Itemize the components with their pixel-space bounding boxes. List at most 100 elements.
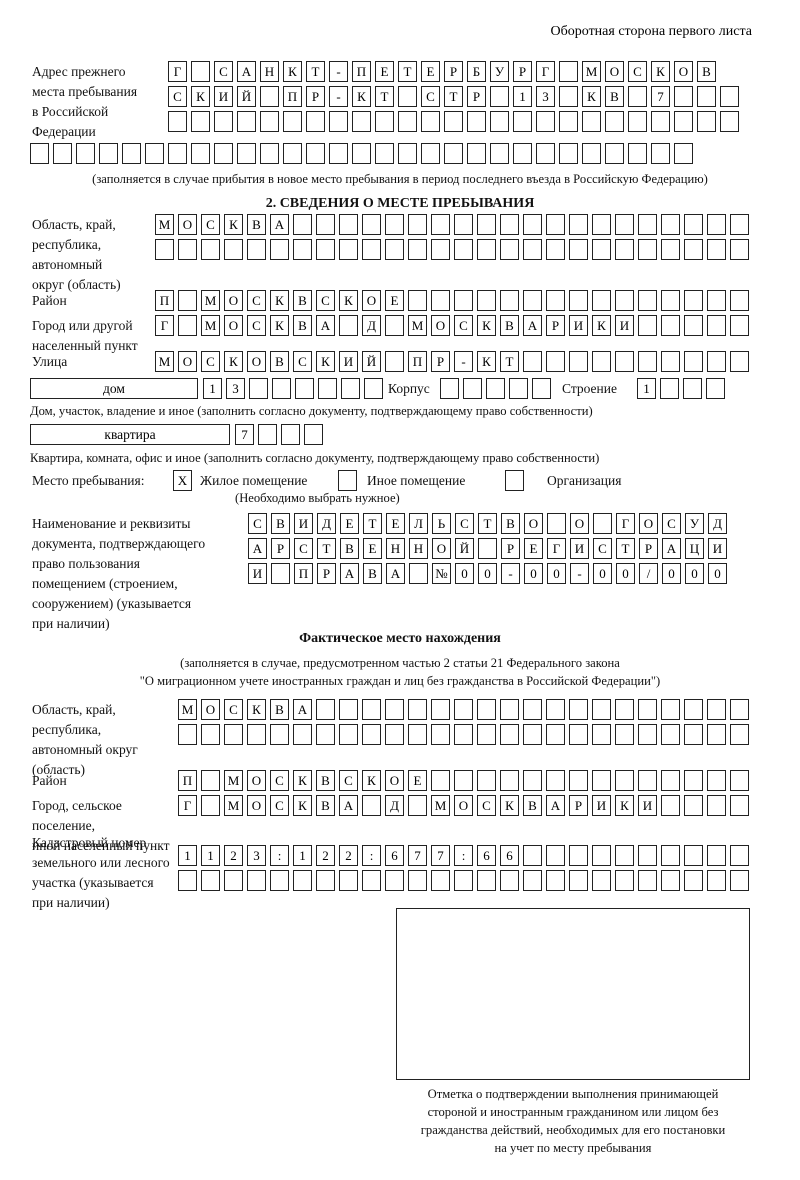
cadastre-r2-cell-3[interactable]: [224, 870, 243, 891]
prev-address-r3-cell-7[interactable]: [306, 111, 325, 132]
prev-address-row-4[interactable]: [30, 143, 693, 164]
document-r3-cell-4[interactable]: Р: [317, 563, 336, 584]
prev-address-r4-cell-19[interactable]: [444, 143, 463, 164]
section2-district-cell-22[interactable]: [638, 290, 657, 311]
cadastre-r1-cell-5[interactable]: :: [270, 845, 289, 866]
cadastre-r2-cell-12[interactable]: [431, 870, 450, 891]
actual-city-cell-21[interactable]: И: [638, 795, 657, 816]
cadastre-r2-cell-17[interactable]: [546, 870, 565, 891]
korpus-cell-3[interactable]: [486, 378, 505, 399]
section2-city-cell-8[interactable]: А: [316, 315, 335, 336]
section2-district-cell-25[interactable]: [707, 290, 726, 311]
section2-district-cell-21[interactable]: [615, 290, 634, 311]
cadastre-r2-cell-16[interactable]: [523, 870, 542, 891]
prev-address-r2-cell-24[interactable]: [697, 86, 716, 107]
cadastre-r1-cell-2[interactable]: 1: [201, 845, 220, 866]
stay-place-checkbox-residential[interactable]: X: [173, 470, 192, 491]
actual-region-r1-cell-12[interactable]: [431, 699, 450, 720]
actual-region-r2-cell-8[interactable]: [339, 724, 358, 745]
section2-region-r2-cell-11[interactable]: [385, 239, 404, 260]
actual-district-cell-3[interactable]: М: [224, 770, 243, 791]
cadastre-r1-cell-13[interactable]: :: [454, 845, 473, 866]
actual-region-r2-cell-21[interactable]: [638, 724, 657, 745]
prev-address-r3-cell-16[interactable]: [513, 111, 532, 132]
section2-city-cell-7[interactable]: В: [293, 315, 312, 336]
actual-region-r2-cell-3[interactable]: [224, 724, 243, 745]
section2-district-cell-11[interactable]: Е: [385, 290, 404, 311]
korpus-cell-5[interactable]: [532, 378, 551, 399]
prev-address-r2-cell-11[interactable]: [398, 86, 417, 107]
section2-region-r2-cell-16[interactable]: [500, 239, 519, 260]
house-cell-3[interactable]: [249, 378, 268, 399]
section2-city-cell-1[interactable]: Г: [155, 315, 174, 336]
prev-address-r3-cell-25[interactable]: [720, 111, 739, 132]
actual-region-r2-cell-1[interactable]: [178, 724, 197, 745]
document-r3-cell-12[interactable]: -: [501, 563, 520, 584]
prev-address-r4-cell-4[interactable]: [99, 143, 118, 164]
actual-region-r1-cell-25[interactable]: [730, 699, 749, 720]
prev-address-r1-cell-5[interactable]: Н: [260, 61, 279, 82]
document-r3-cell-10[interactable]: 0: [455, 563, 474, 584]
prev-address-r1-cell-11[interactable]: Т: [398, 61, 417, 82]
actual-district-cell-17[interactable]: [546, 770, 565, 791]
document-r2-cell-11[interactable]: [478, 538, 497, 559]
section2-street-cell-1[interactable]: М: [155, 351, 174, 372]
section2-region-r1-cell-2[interactable]: О: [178, 214, 197, 235]
section2-street-cell-15[interactable]: К: [477, 351, 496, 372]
document-r1-cell-19[interactable]: С: [662, 513, 681, 534]
section2-region-r1-cell-9[interactable]: [339, 214, 358, 235]
prev-address-r1-cell-23[interactable]: О: [674, 61, 693, 82]
document-r1-cell-7[interactable]: Е: [386, 513, 405, 534]
prev-address-r3-cell-20[interactable]: [605, 111, 624, 132]
prev-address-r3-cell-4[interactable]: [237, 111, 256, 132]
cadastre-r2-cell-20[interactable]: [615, 870, 634, 891]
actual-district-cell-10[interactable]: О: [385, 770, 404, 791]
flat-cell-2[interactable]: [258, 424, 277, 445]
actual-region-r2-cell-24[interactable]: [707, 724, 726, 745]
document-r3-cell-3[interactable]: П: [294, 563, 313, 584]
actual-region-r2-cell-15[interactable]: [500, 724, 519, 745]
prev-address-r4-cell-2[interactable]: [53, 143, 72, 164]
document-r1-cell-8[interactable]: Л: [409, 513, 428, 534]
section2-street-cell-9[interactable]: И: [339, 351, 358, 372]
section2-city-cell-26[interactable]: [730, 315, 749, 336]
section2-region-r1-cell-5[interactable]: В: [247, 214, 266, 235]
cadastre-r2-cell-22[interactable]: [661, 870, 680, 891]
prev-address-r4-cell-13[interactable]: [306, 143, 325, 164]
prev-address-r1-cell-7[interactable]: Т: [306, 61, 325, 82]
actual-district-cell-22[interactable]: [661, 770, 680, 791]
section2-region-r2-cell-25[interactable]: [707, 239, 726, 260]
prev-address-r2-cell-15[interactable]: [490, 86, 509, 107]
cadastre-r1-cell-18[interactable]: [569, 845, 588, 866]
korpus-cell-2[interactable]: [463, 378, 482, 399]
document-r1-cell-18[interactable]: О: [639, 513, 658, 534]
section2-region-r1-cell-8[interactable]: [316, 214, 335, 235]
prev-address-r3-cell-10[interactable]: [375, 111, 394, 132]
prev-address-r1-cell-15[interactable]: У: [490, 61, 509, 82]
document-r2-cell-5[interactable]: В: [340, 538, 359, 559]
section2-region-r1-cell-14[interactable]: [454, 214, 473, 235]
prev-address-r2-cell-1[interactable]: С: [168, 86, 187, 107]
actual-region-r2-cell-11[interactable]: [408, 724, 427, 745]
actual-district-cell-15[interactable]: [500, 770, 519, 791]
section2-region-r2-cell-4[interactable]: [224, 239, 243, 260]
prev-address-r3-cell-6[interactable]: [283, 111, 302, 132]
prev-address-r4-cell-10[interactable]: [237, 143, 256, 164]
prev-address-r1-cell-2[interactable]: [191, 61, 210, 82]
cadastre-r1-cell-8[interactable]: 2: [339, 845, 358, 866]
section2-street-cell-6[interactable]: В: [270, 351, 289, 372]
prev-address-r2-cell-7[interactable]: Р: [306, 86, 325, 107]
actual-district-cell-1[interactable]: П: [178, 770, 197, 791]
section2-district-cell-14[interactable]: [454, 290, 473, 311]
section2-region-r1-cell-3[interactable]: С: [201, 214, 220, 235]
section2-region-r2-cell-1[interactable]: [155, 239, 174, 260]
section2-region-r1-cell-21[interactable]: [615, 214, 634, 235]
section2-street-cell-13[interactable]: Р: [431, 351, 450, 372]
cadastre-r2-cell-1[interactable]: [178, 870, 197, 891]
